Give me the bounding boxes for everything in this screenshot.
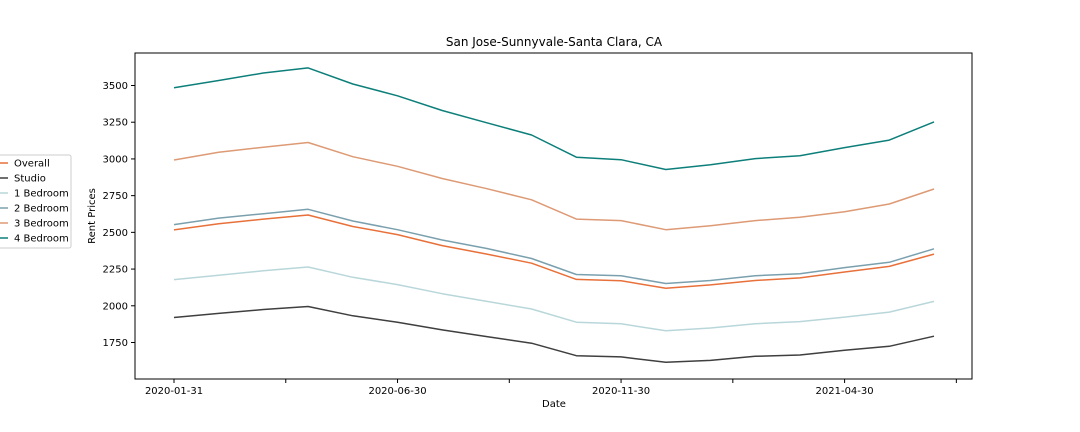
legend-label: Studio [14,174,46,185]
x-axis: 2020-01-31 2020-06-30 2020-11-30 2021-04-30 [145,379,957,397]
x-tick-label: 2020-06-30 [368,386,426,397]
legend-label: 4 Bedroom [14,234,69,245]
series-line-2-bedroom [173,208,935,285]
legend-label: Overall [14,159,50,170]
x-tick-label: 2020-11-30 [592,386,650,397]
y-tick-label: 2000 [103,301,128,312]
y-tick-label: 3500 [103,81,128,92]
legend: Overall Studio 1 Bedroom 2 Bedroom 3 Bedroom… [0,154,72,249]
y-tick-label: 3250 [103,118,128,129]
legend-label: 2 Bedroom [14,204,69,215]
series-line-1-bedroom [173,266,935,332]
y-tick-label: 2250 [103,265,128,276]
series-lines [173,67,935,364]
series-line-overall [173,214,935,289]
series-line-4-bedroom [173,67,935,171]
legend-box [0,154,72,249]
series-line-3-bedroom [173,141,935,231]
series-line-studio [173,305,935,364]
y-axis: 1750 2000 2250 2500 2750 3000 3250 3500 [103,81,135,349]
y-axis-title: Rent Prices [87,188,98,244]
x-axis-title: Date [542,399,566,410]
y-tick-label: 2500 [103,228,128,239]
legend-label: 3 Bedroom [14,219,69,230]
legend-label: 1 Bedroom [14,189,69,200]
plot-area [134,52,973,380]
y-tick-label: 3000 [103,154,128,165]
x-tick-label: 2020-01-31 [145,386,203,397]
chart-title: San Jose-Sunnyvale-Santa Clara, CA [446,35,663,49]
x-tick-label: 2021-04-30 [816,386,874,397]
y-tick-label: 2750 [103,191,128,202]
y-tick-label: 1750 [103,338,128,349]
